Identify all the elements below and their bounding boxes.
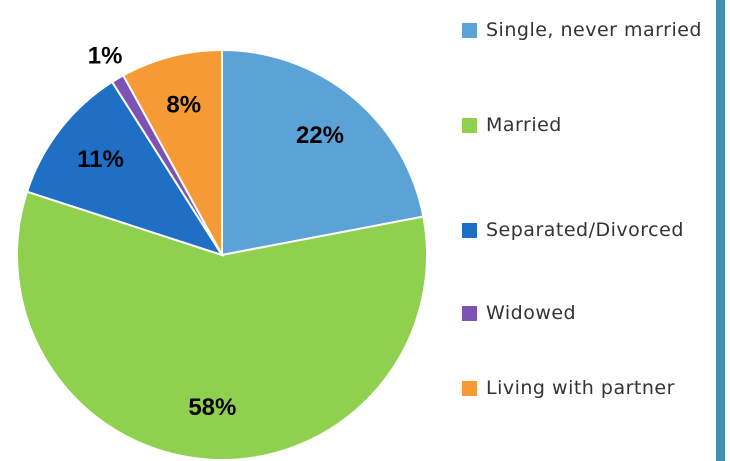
value-label: 58% — [188, 394, 236, 421]
pie-slice — [121, 48, 223, 256]
legend-entry: Single, never married — [462, 15, 712, 46]
legend-entry: Separated/Divorced — [462, 215, 712, 246]
legend-label: Separated/Divorced — [486, 219, 684, 241]
value-label: 8% — [166, 91, 201, 118]
legend-entry: Living with partner — [462, 373, 712, 404]
legend-swatch — [462, 381, 477, 396]
value-label: 11% — [77, 146, 124, 173]
value-label: 1% — [88, 43, 123, 70]
legend-label: Widowed — [486, 302, 577, 324]
chart: 22% 58% 11% 1% 8% — [16, 43, 428, 461]
legend-entry: Widowed — [462, 298, 712, 329]
legend-label: Single, never married — [486, 19, 702, 41]
legend-label: Living with partner — [486, 377, 675, 399]
side-bar — [716, 0, 725, 461]
legend-swatch — [462, 23, 477, 38]
legend-swatch — [462, 118, 477, 133]
legend-swatch — [462, 306, 477, 321]
value-label: 22% — [296, 122, 344, 149]
legend-swatch — [462, 223, 477, 238]
pie-slice — [16, 190, 428, 461]
legend-entry: Married — [462, 110, 712, 141]
legend-label: Married — [486, 114, 562, 136]
pie-slice — [25, 80, 225, 257]
pie-slice — [221, 48, 425, 257]
